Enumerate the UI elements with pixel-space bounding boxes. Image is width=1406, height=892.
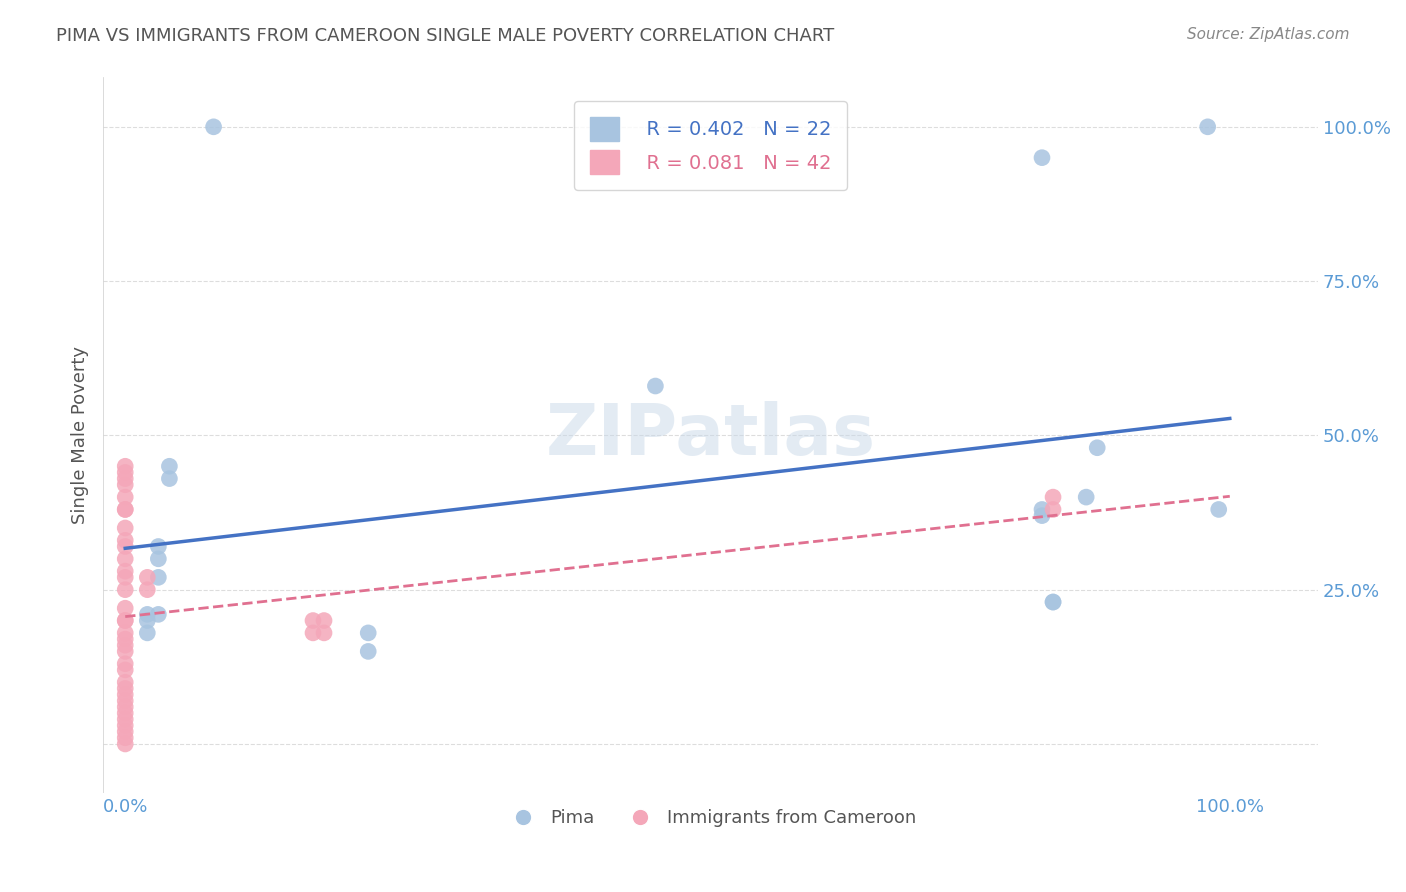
Point bbox=[114, 706, 136, 720]
Point bbox=[1042, 490, 1064, 504]
Point bbox=[1042, 502, 1064, 516]
Point bbox=[114, 688, 136, 702]
Point bbox=[1197, 120, 1219, 134]
Point bbox=[114, 551, 136, 566]
Point bbox=[302, 626, 325, 640]
Point bbox=[357, 626, 380, 640]
Point bbox=[136, 614, 159, 628]
Point bbox=[114, 477, 136, 491]
Point bbox=[114, 638, 136, 652]
Point bbox=[114, 724, 136, 739]
Point bbox=[1208, 502, 1230, 516]
Point bbox=[114, 570, 136, 584]
Point bbox=[114, 533, 136, 548]
Point bbox=[136, 626, 159, 640]
Point bbox=[136, 582, 159, 597]
Point bbox=[1031, 151, 1053, 165]
Y-axis label: Single Male Poverty: Single Male Poverty bbox=[72, 346, 89, 524]
Text: Source: ZipAtlas.com: Source: ZipAtlas.com bbox=[1187, 27, 1350, 42]
Point bbox=[114, 601, 136, 615]
Point bbox=[114, 472, 136, 486]
Point bbox=[148, 551, 170, 566]
Point bbox=[302, 614, 325, 628]
Point bbox=[1031, 502, 1053, 516]
Point bbox=[114, 490, 136, 504]
Point bbox=[1085, 441, 1108, 455]
Point bbox=[148, 540, 170, 554]
Point bbox=[148, 607, 170, 622]
Legend: Pima, Immigrants from Cameroon: Pima, Immigrants from Cameroon bbox=[498, 802, 924, 834]
Point bbox=[114, 718, 136, 732]
Point bbox=[114, 675, 136, 690]
Point bbox=[114, 466, 136, 480]
Point bbox=[114, 731, 136, 745]
Point bbox=[114, 614, 136, 628]
Point bbox=[114, 626, 136, 640]
Point bbox=[114, 712, 136, 726]
Point bbox=[114, 700, 136, 714]
Point bbox=[312, 626, 335, 640]
Point bbox=[136, 607, 159, 622]
Point bbox=[114, 663, 136, 677]
Point bbox=[157, 459, 180, 474]
Point bbox=[114, 657, 136, 671]
Point bbox=[114, 632, 136, 646]
Point bbox=[114, 582, 136, 597]
Point bbox=[114, 502, 136, 516]
Point bbox=[114, 502, 136, 516]
Point bbox=[114, 681, 136, 696]
Point bbox=[114, 614, 136, 628]
Point bbox=[1031, 508, 1053, 523]
Point bbox=[1042, 595, 1064, 609]
Point bbox=[114, 521, 136, 535]
Point bbox=[136, 570, 159, 584]
Text: PIMA VS IMMIGRANTS FROM CAMEROON SINGLE MALE POVERTY CORRELATION CHART: PIMA VS IMMIGRANTS FROM CAMEROON SINGLE … bbox=[56, 27, 835, 45]
Point bbox=[114, 737, 136, 751]
Point bbox=[644, 379, 666, 393]
Point bbox=[148, 570, 170, 584]
Point bbox=[357, 644, 380, 658]
Point bbox=[114, 564, 136, 578]
Point bbox=[202, 120, 225, 134]
Text: ZIPatlas: ZIPatlas bbox=[546, 401, 876, 470]
Point bbox=[1076, 490, 1098, 504]
Point bbox=[114, 459, 136, 474]
Point bbox=[312, 614, 335, 628]
Point bbox=[114, 540, 136, 554]
Point bbox=[114, 694, 136, 708]
Point bbox=[114, 644, 136, 658]
Point bbox=[1042, 595, 1064, 609]
Point bbox=[157, 472, 180, 486]
